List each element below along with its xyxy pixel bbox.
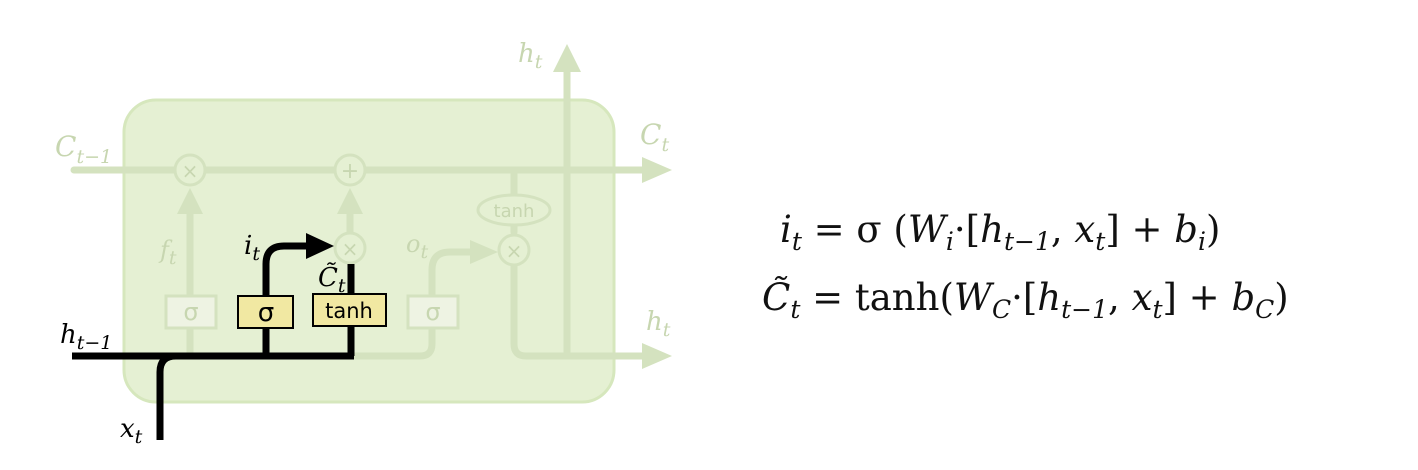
- faded-boxes: σ σ: [164, 294, 460, 330]
- output-to-h-line: [510, 262, 646, 360]
- equation-input-gate: it = σ (Wi·[ht−1, xt] + bi): [780, 208, 1220, 256]
- arrow-h-out-icon: [642, 343, 672, 369]
- h-prev-label: ht−1: [60, 320, 112, 354]
- forget-sigma-box: σ: [164, 294, 218, 330]
- tanh-op: tanh: [476, 193, 552, 227]
- i-gate-label: it: [244, 231, 260, 265]
- h-top-label: ht: [518, 39, 543, 73]
- x-input-label: xt: [120, 414, 143, 448]
- arrow-input-up-icon: [337, 188, 363, 214]
- sigma-to-multiply-line: [262, 242, 312, 296]
- svg-text:tanh: tanh: [325, 299, 373, 323]
- equation-candidate: C̃t = tanh(WC·[ht−1, xt] + bC): [762, 275, 1289, 324]
- svg-text:σ: σ: [258, 298, 274, 328]
- x-input-line: [156, 352, 177, 440]
- c-next-label: Ct: [640, 118, 669, 156]
- active-paths: [72, 242, 355, 440]
- svg-text:σ: σ: [425, 298, 440, 326]
- faded-ops: × + × × tanh: [173, 153, 552, 267]
- candidate-tanh-box: tanh: [312, 293, 387, 327]
- arrow-h-up-icon: [553, 44, 581, 72]
- svg-text:σ: σ: [183, 298, 198, 326]
- h-right-label: ht: [646, 307, 671, 341]
- svg-text:tanh: tanh: [494, 201, 535, 222]
- c-prev-label: Ct−1: [55, 130, 112, 168]
- output-sigma-box: σ: [406, 294, 460, 330]
- svg-text:×: ×: [182, 159, 199, 183]
- faded-arrowheads: [177, 44, 672, 369]
- input-multiply-op: ×: [333, 231, 367, 265]
- add-op: +: [333, 153, 367, 187]
- active-labels: ht−1 xt it C̃t: [60, 231, 346, 448]
- c-tilde-label: C̃t: [318, 262, 346, 297]
- forget-multiply-op: ×: [173, 153, 207, 187]
- svg-text:×: ×: [342, 237, 359, 261]
- arrow-forget-up-icon: [177, 188, 203, 214]
- svg-text:+: +: [341, 159, 359, 184]
- active-arrow-icon: [306, 233, 334, 259]
- faded-labels: Ct−1 Ct ht ht ft ot: [55, 39, 671, 341]
- output-multiply-op: ×: [497, 233, 531, 267]
- o-gate-label: ot: [406, 230, 428, 263]
- arrow-cell-out-icon: [642, 157, 672, 183]
- input-sigma-box: σ: [237, 295, 294, 329]
- arrow-output-right-icon: [470, 240, 498, 264]
- svg-text:×: ×: [506, 239, 523, 263]
